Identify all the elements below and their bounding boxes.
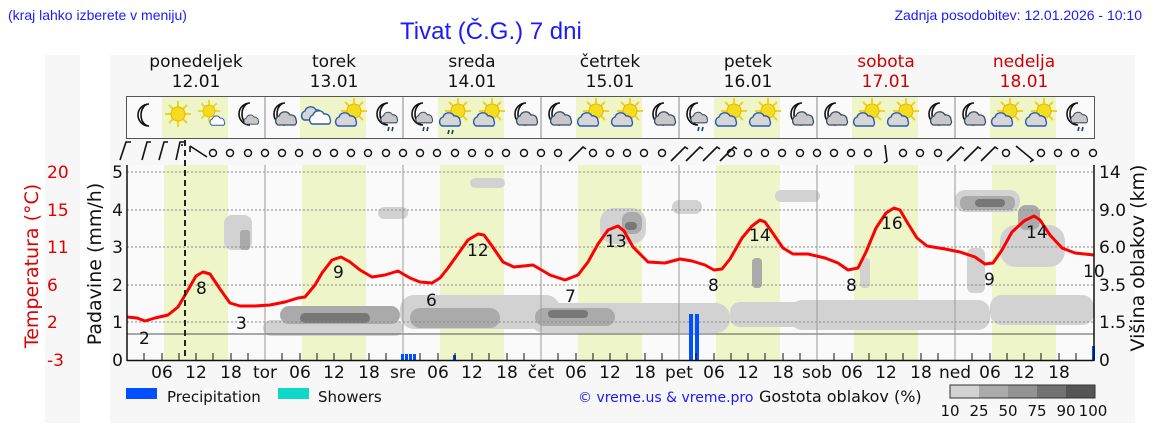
svg-text:25: 25 xyxy=(969,402,988,420)
day-header-wed: sreda 14.01 xyxy=(447,52,497,92)
svg-text:8: 8 xyxy=(708,276,719,296)
svg-text:sob: sob xyxy=(802,363,832,383)
svg-text:-3: -3 xyxy=(47,351,64,371)
svg-text:06: 06 xyxy=(565,363,587,383)
day-header-fri: petek 16.01 xyxy=(723,52,773,92)
day-header-sun: nedelja 18.01 xyxy=(992,52,1056,92)
svg-text:6: 6 xyxy=(47,276,58,296)
region-hint[interactable]: (kraj lahko izberete v meniju) xyxy=(8,7,187,23)
svg-text:18: 18 xyxy=(910,363,932,383)
svg-text:18: 18 xyxy=(220,363,242,383)
icon-day-dividers xyxy=(264,97,956,138)
svg-text:sre: sre xyxy=(390,363,416,383)
svg-text:14: 14 xyxy=(749,226,771,246)
svg-text:12: 12 xyxy=(1013,363,1035,383)
svg-text:12: 12 xyxy=(737,363,759,383)
svg-text:8: 8 xyxy=(846,276,857,296)
svg-text:12: 12 xyxy=(185,363,207,383)
svg-text:0: 0 xyxy=(1099,351,1110,371)
showers-legend-swatch xyxy=(278,388,309,399)
svg-text:2: 2 xyxy=(112,276,123,296)
precipitation-legend-swatch xyxy=(126,388,157,399)
svg-text:06: 06 xyxy=(289,363,311,383)
svg-text:3.5: 3.5 xyxy=(1099,276,1126,296)
svg-text:5: 5 xyxy=(112,163,123,183)
svg-text:18: 18 xyxy=(496,363,518,383)
temperature-line xyxy=(126,206,1095,323)
svg-text:12: 12 xyxy=(875,363,897,383)
x-tick-labels: 06 12 18 tor 06 12 18 sre 06 12 18 čet 06 12 18 … xyxy=(151,363,1070,383)
svg-text:10: 10 xyxy=(940,402,959,420)
svg-text:12: 12 xyxy=(461,363,483,383)
svg-text:tor: tor xyxy=(253,363,277,383)
svg-text:06: 06 xyxy=(979,363,1001,383)
svg-text:2: 2 xyxy=(47,313,58,333)
svg-text:9: 9 xyxy=(984,270,995,290)
svg-text:12: 12 xyxy=(599,363,621,383)
svg-text:ned: ned xyxy=(939,363,971,383)
cloud-density-scale xyxy=(949,384,1096,399)
svg-text:3: 3 xyxy=(112,238,123,258)
svg-text:čet: čet xyxy=(528,363,555,383)
day-header-thu: četrtek 15.01 xyxy=(579,52,641,92)
cloud-height-axis-title: Višina oblakov (km) xyxy=(1127,165,1149,352)
cloud-density-ticks: 10 25 50 75 90 100 xyxy=(940,402,1107,420)
svg-text:06: 06 xyxy=(703,363,725,383)
last-update: Zadnja posodobitev: 12.01.2026 - 10:10 xyxy=(894,7,1142,23)
svg-text:6: 6 xyxy=(426,291,437,311)
svg-text:18: 18 xyxy=(634,363,656,383)
svg-text:06: 06 xyxy=(427,363,449,383)
svg-text:3: 3 xyxy=(236,314,247,334)
x-ticks xyxy=(143,353,1077,360)
svg-text:9.0: 9.0 xyxy=(1099,201,1126,221)
svg-text:18: 18 xyxy=(1048,363,1070,383)
svg-text:100: 100 xyxy=(1079,402,1108,420)
svg-text:1.5: 1.5 xyxy=(1099,313,1126,333)
svg-text:50: 50 xyxy=(998,402,1017,420)
svg-text:15: 15 xyxy=(47,201,69,221)
precipitation-legend-label: Precipitation xyxy=(167,388,261,406)
svg-text:1: 1 xyxy=(112,313,123,333)
copyright-link: © vreme.us & vreme.pro xyxy=(578,390,753,406)
svg-text:13: 13 xyxy=(605,232,627,252)
precip-ticks: 5 4 3 2 1 0 xyxy=(112,163,123,371)
svg-text:12: 12 xyxy=(323,363,345,383)
svg-text:11: 11 xyxy=(47,238,69,258)
day-header-mon: ponedeljek 12.01 xyxy=(149,52,243,92)
svg-text:6.0: 6.0 xyxy=(1099,238,1126,258)
svg-text:9: 9 xyxy=(333,263,344,283)
svg-text:8: 8 xyxy=(196,279,207,299)
svg-text:18: 18 xyxy=(358,363,380,383)
precip-axis-title: Padavine (mm/h) xyxy=(84,183,106,346)
day-header-sat: sobota 17.01 xyxy=(857,52,915,92)
svg-text:90: 90 xyxy=(1056,402,1075,420)
svg-text:7: 7 xyxy=(565,287,576,307)
temp-axis-title: Temperatura (°C) xyxy=(21,184,43,349)
svg-text:14: 14 xyxy=(1026,223,1048,243)
cloud-density-label: Gostota oblakov (%) xyxy=(759,387,922,406)
day-dividers xyxy=(264,165,956,360)
wind-row xyxy=(119,141,1098,164)
svg-text:2: 2 xyxy=(139,329,150,349)
svg-text:75: 75 xyxy=(1027,402,1046,420)
svg-text:06: 06 xyxy=(151,363,173,383)
svg-text:18: 18 xyxy=(772,363,794,383)
svg-text:14: 14 xyxy=(1099,163,1121,183)
page-title: Tivat (Č.G.) 7 dni xyxy=(400,18,582,45)
temp-axis-panel xyxy=(45,55,80,423)
svg-text:16: 16 xyxy=(881,214,903,234)
svg-text:0: 0 xyxy=(112,351,123,371)
cloud-height-ticks: 14 9.0 6.0 3.5 1.5 0 xyxy=(1099,163,1126,371)
svg-text:pet: pet xyxy=(665,363,693,383)
temp-ticks: 20 15 11 6 2 -3 xyxy=(47,163,69,371)
svg-text:12: 12 xyxy=(467,241,489,261)
svg-text:4: 4 xyxy=(112,201,123,221)
svg-text:20: 20 xyxy=(47,163,69,183)
showers-legend-label: Showers xyxy=(318,388,382,406)
day-header-tue: torek 13.01 xyxy=(309,52,359,92)
svg-text:06: 06 xyxy=(841,363,863,383)
